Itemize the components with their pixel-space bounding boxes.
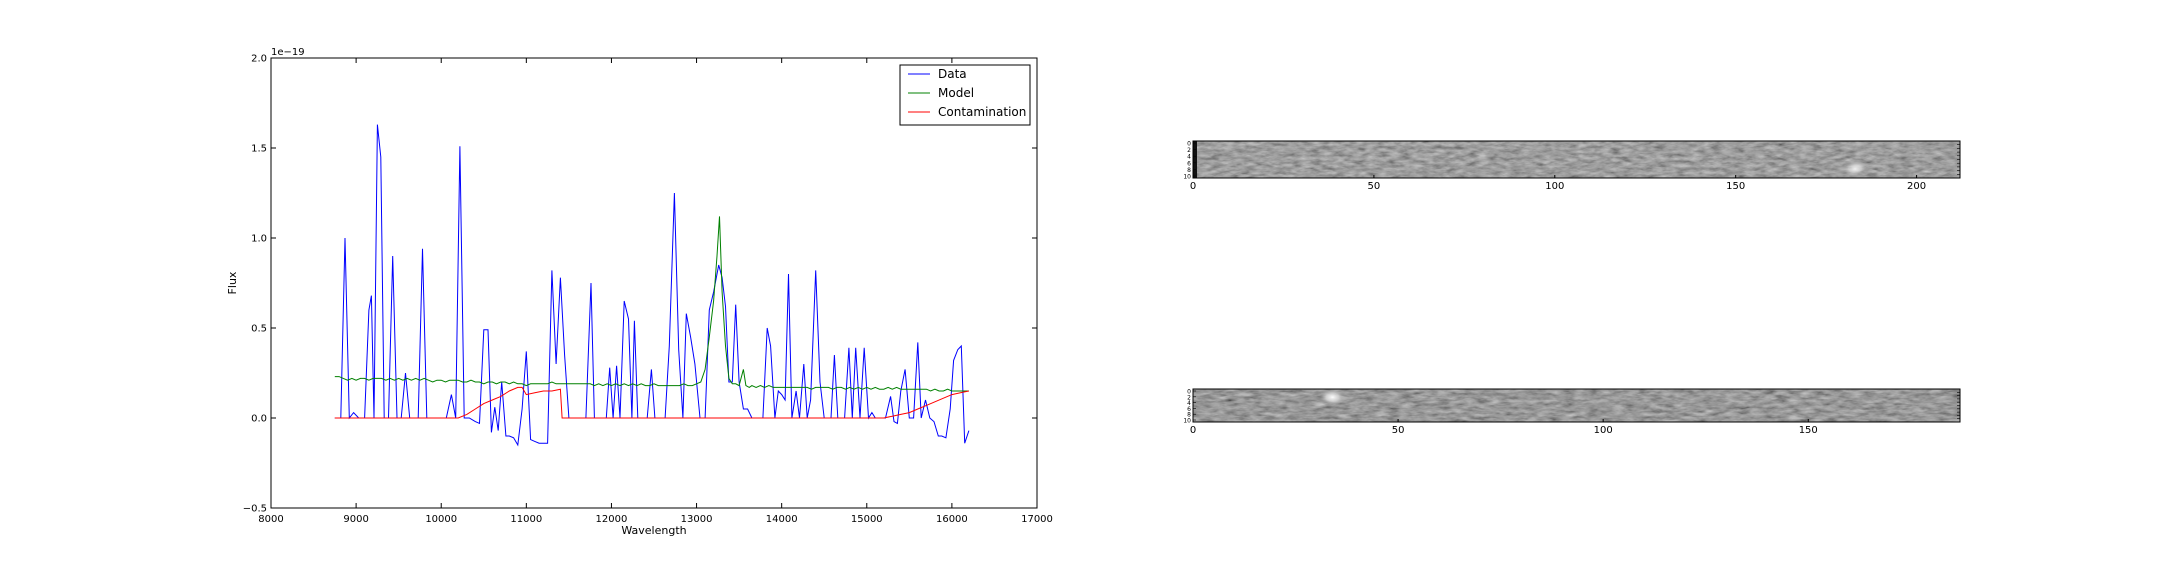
y-tick-label: 0.5 xyxy=(251,324,267,335)
image-y-tick-label: 2 xyxy=(1187,147,1191,154)
image-x-tick-label: 0 xyxy=(1190,181,1196,192)
series-line-model xyxy=(334,216,969,392)
spectrum-image-2-spots xyxy=(1318,388,1347,407)
x-tick-label: 9000 xyxy=(343,514,368,525)
bright-spot xyxy=(1318,388,1347,407)
spectrum-series-group xyxy=(334,124,970,447)
legend-box xyxy=(899,64,1031,126)
series-line-contamination xyxy=(334,386,970,419)
image-y-tick-label: 10 xyxy=(1183,418,1191,425)
y-tick-label: −0.5 xyxy=(243,504,267,515)
spectrum-image-1-x-ticks: 0 50 100 150 200 xyxy=(1190,140,1960,192)
x-tick-label: 17000 xyxy=(1021,514,1053,525)
image-x-tick-label: 150 xyxy=(1726,181,1745,192)
spectrum-image-1-edge xyxy=(1193,141,1197,178)
spectrum-y-ticks: −0.5 0.0 0.5 1.0 1.5 2.0 xyxy=(243,54,1037,515)
image-x-tick-label: 50 xyxy=(1392,425,1405,436)
spectrum-image-1-texture xyxy=(1193,141,1960,178)
x-tick-label: 11000 xyxy=(510,514,542,525)
spectrum-plot: 8000 9000 10000 11000 12000 13000 14000 15000 16… xyxy=(226,47,1053,537)
x-tick-label: 16000 xyxy=(936,514,968,525)
image-y-tick-label: 8 xyxy=(1187,412,1191,419)
image-y-tick-label: 0 xyxy=(1187,389,1191,396)
spectrum-image-2-x-ticks: 0 50 100 150 xyxy=(1190,388,1960,436)
image-y-tick-label: 4 xyxy=(1187,400,1191,407)
y-tick-label: 1.5 xyxy=(251,144,267,155)
x-tick-label: 14000 xyxy=(766,514,798,525)
spectrum-legend: Data Model Contamination xyxy=(899,64,1031,126)
legend-label-data: Data xyxy=(938,67,967,81)
image-y-tick-label: 6 xyxy=(1187,406,1191,413)
image-y-tick-label: 6 xyxy=(1187,160,1191,167)
image-x-tick-label: 50 xyxy=(1368,181,1381,192)
spectrum-image-1-spots xyxy=(1841,159,1870,178)
x-tick-label: 8000 xyxy=(258,514,283,525)
x-tick-label: 15000 xyxy=(851,514,883,525)
spectrum-y-axis-label: Flux xyxy=(226,271,239,294)
image-x-tick-label: 150 xyxy=(1799,425,1818,436)
spectrum-plot-area xyxy=(271,58,1037,508)
image-y-tick-label: 10 xyxy=(1183,174,1191,181)
y-tick-label: 0.0 xyxy=(251,414,267,425)
x-tick-label: 12000 xyxy=(596,514,628,525)
y-tick-label: 2.0 xyxy=(251,54,267,65)
image-x-tick-label: 200 xyxy=(1907,181,1926,192)
y-tick-label: 1.0 xyxy=(251,234,267,245)
spectrum-x-axis-label: Wavelength xyxy=(621,524,686,537)
spectrum-image-2-texture xyxy=(1193,389,1960,422)
spectrum-x-ticks: 8000 9000 10000 11000 12000 13000 14000 15000 16… xyxy=(258,58,1053,525)
image-x-tick-label: 0 xyxy=(1190,425,1196,436)
image-y-tick-label: 8 xyxy=(1187,167,1191,174)
image-x-tick-label: 100 xyxy=(1594,425,1613,436)
bright-spot xyxy=(1841,159,1870,178)
image-y-tick-label: 0 xyxy=(1187,141,1191,148)
legend-label-model: Model xyxy=(938,86,974,100)
image-y-tick-label: 2 xyxy=(1187,394,1191,401)
x-tick-label: 13000 xyxy=(681,514,713,525)
image-y-tick-label: 4 xyxy=(1187,154,1191,161)
x-tick-label: 10000 xyxy=(425,514,457,525)
legend-label-contamination: Contamination xyxy=(938,105,1026,119)
spectrum-offset-label: 1e−19 xyxy=(271,47,305,58)
image-x-tick-label: 100 xyxy=(1545,181,1564,192)
spectrum-plot-frame xyxy=(270,57,1038,509)
